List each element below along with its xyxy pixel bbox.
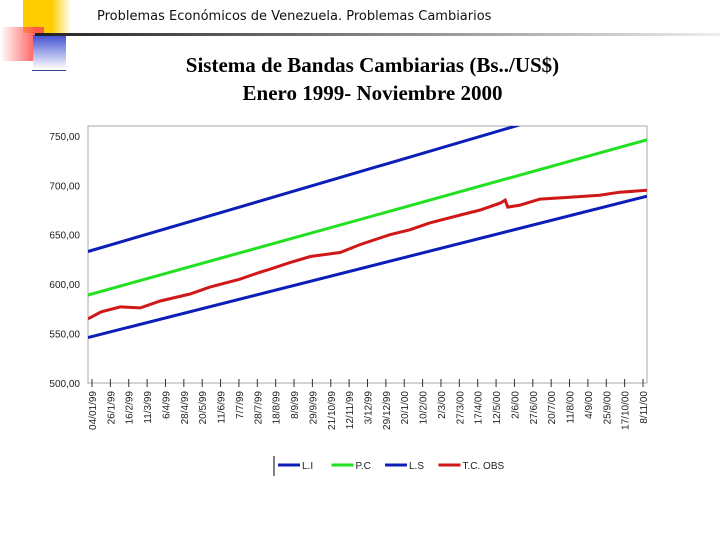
x-tick-label: 27/6/00 xyxy=(529,391,540,425)
chart-subtitle: Enero 1999- Noviembre 2000 xyxy=(242,81,503,105)
x-tick-label: 12/11/99 xyxy=(345,391,356,430)
x-tick-label: 28/7/99 xyxy=(253,391,264,425)
y-tick-label: 550,00 xyxy=(49,330,80,341)
chart-title-block: Sistema de Bandas Cambiarias (Bs../US$) … xyxy=(100,51,645,107)
x-tick-label: 2/3/00 xyxy=(437,391,448,419)
series-line-t-c-obs xyxy=(88,188,647,321)
x-tick-label: 25/9/00 xyxy=(602,391,613,425)
x-tick-label: 11/8/00 xyxy=(566,391,577,424)
x-tick-label: 21/10/99 xyxy=(327,391,338,430)
y-tick-label: 600,00 xyxy=(49,280,80,291)
x-tick-label: 8/11/00 xyxy=(639,391,650,424)
slide-header: Problemas Económicos de Venezuela. Probl… xyxy=(97,9,492,24)
series-line-l-s xyxy=(88,126,522,253)
x-tick-label: 26/1/99 xyxy=(106,391,117,425)
legend-label: L.S xyxy=(409,461,424,472)
y-tick-label: 750,00 xyxy=(49,132,80,143)
legend-label: L.I xyxy=(302,461,313,472)
decor-line xyxy=(32,70,66,71)
legend-label: T.C. OBS xyxy=(463,461,505,472)
y-tick-label: 650,00 xyxy=(49,231,80,242)
x-tick-label: 10/2/00 xyxy=(419,391,430,425)
decor-blue-square xyxy=(33,35,66,69)
x-tick-label: 29/9/99 xyxy=(308,391,319,425)
y-tick-label: 700,00 xyxy=(49,181,80,192)
x-tick-label: 29/12/99 xyxy=(382,391,393,430)
x-tick-label: 11/3/99 xyxy=(143,391,154,424)
x-tick-label: 6/4/99 xyxy=(161,391,172,419)
x-tick-label: 7/7/99 xyxy=(235,391,246,419)
x-tick-label: 3/12/99 xyxy=(364,391,375,425)
legend-label: P.C xyxy=(356,461,371,472)
x-tick-label: 12/5/00 xyxy=(492,391,503,425)
x-tick-label: 17/10/00 xyxy=(621,391,632,430)
x-tick-label: 8/9/99 xyxy=(290,391,301,419)
series-line-p-c xyxy=(88,138,647,297)
x-tick-label: 17/4/00 xyxy=(474,391,485,425)
x-tick-label: 20/7/00 xyxy=(547,391,558,425)
x-tick-label: 27/3/00 xyxy=(455,391,466,425)
x-tick-label: 20/1/00 xyxy=(400,391,411,425)
x-tick-label: 20/5/99 xyxy=(198,391,209,425)
x-tick-label: 28/4/99 xyxy=(180,391,191,425)
x-tick-label: 16/2/99 xyxy=(125,391,136,425)
y-tick-label: 500,00 xyxy=(49,379,80,390)
series-line-l-i xyxy=(88,194,647,339)
x-tick-label: 18/8/99 xyxy=(272,391,283,425)
x-tick-label: 2/6/00 xyxy=(510,391,521,419)
chart-title: Sistema de Bandas Cambiarias (Bs../US$) xyxy=(185,53,560,77)
x-tick-label: 11/6/99 xyxy=(217,391,228,424)
x-tick-label: 4/9/00 xyxy=(584,391,595,419)
x-tick-label: 04/01/99 xyxy=(88,391,99,430)
header-rule xyxy=(35,33,720,36)
